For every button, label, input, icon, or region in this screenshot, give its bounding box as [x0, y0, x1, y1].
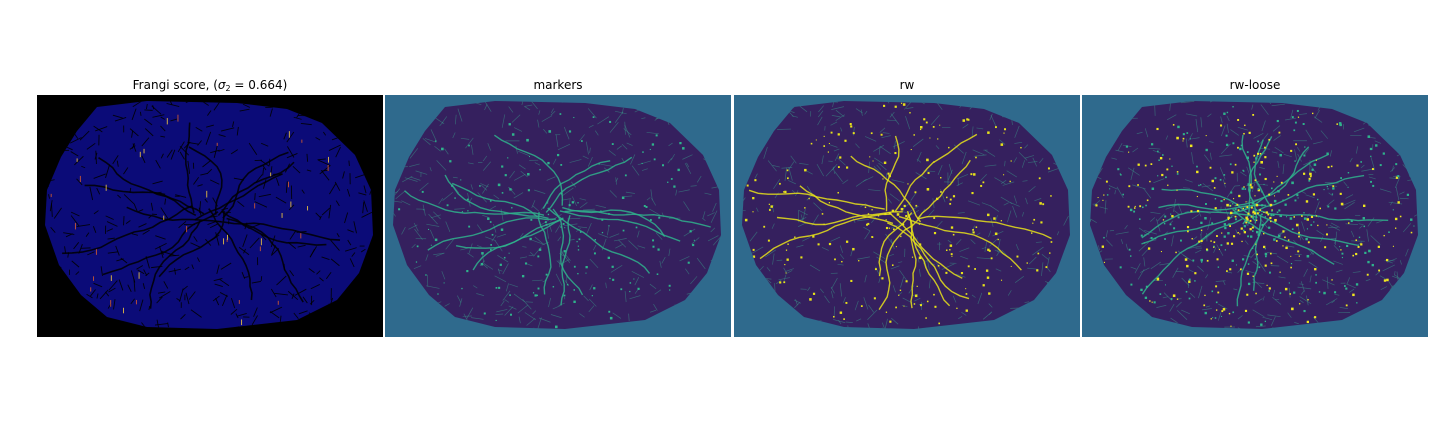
sigma-subscript: 2 — [225, 84, 231, 93]
vessel-texture — [393, 101, 721, 329]
rw-image — [734, 95, 1080, 337]
panel-title-markers: markers — [533, 78, 583, 92]
frangi-title-suffix: = 0.664) — [230, 78, 288, 92]
image-panel-markers — [385, 95, 731, 337]
image-panel-rw — [734, 95, 1080, 337]
rw-loose-image — [1082, 95, 1428, 337]
sigma-symbol: σ — [217, 78, 226, 92]
tissue-region — [742, 101, 1070, 329]
image-panel-frangi — [37, 95, 383, 337]
panel-title-frangi: Frangi score, (σ2 = 0.664) — [37, 77, 383, 97]
frangi-title-prefix: Frangi score, ( — [132, 78, 218, 92]
panel-title-rw-loose: rw-loose — [1229, 78, 1281, 92]
image-panel-rw-loose — [1082, 95, 1428, 337]
tissue-region — [1090, 101, 1418, 329]
markers-image — [385, 95, 731, 337]
frangi-score-image — [37, 95, 383, 337]
panel-title-rw: rw — [899, 78, 915, 92]
